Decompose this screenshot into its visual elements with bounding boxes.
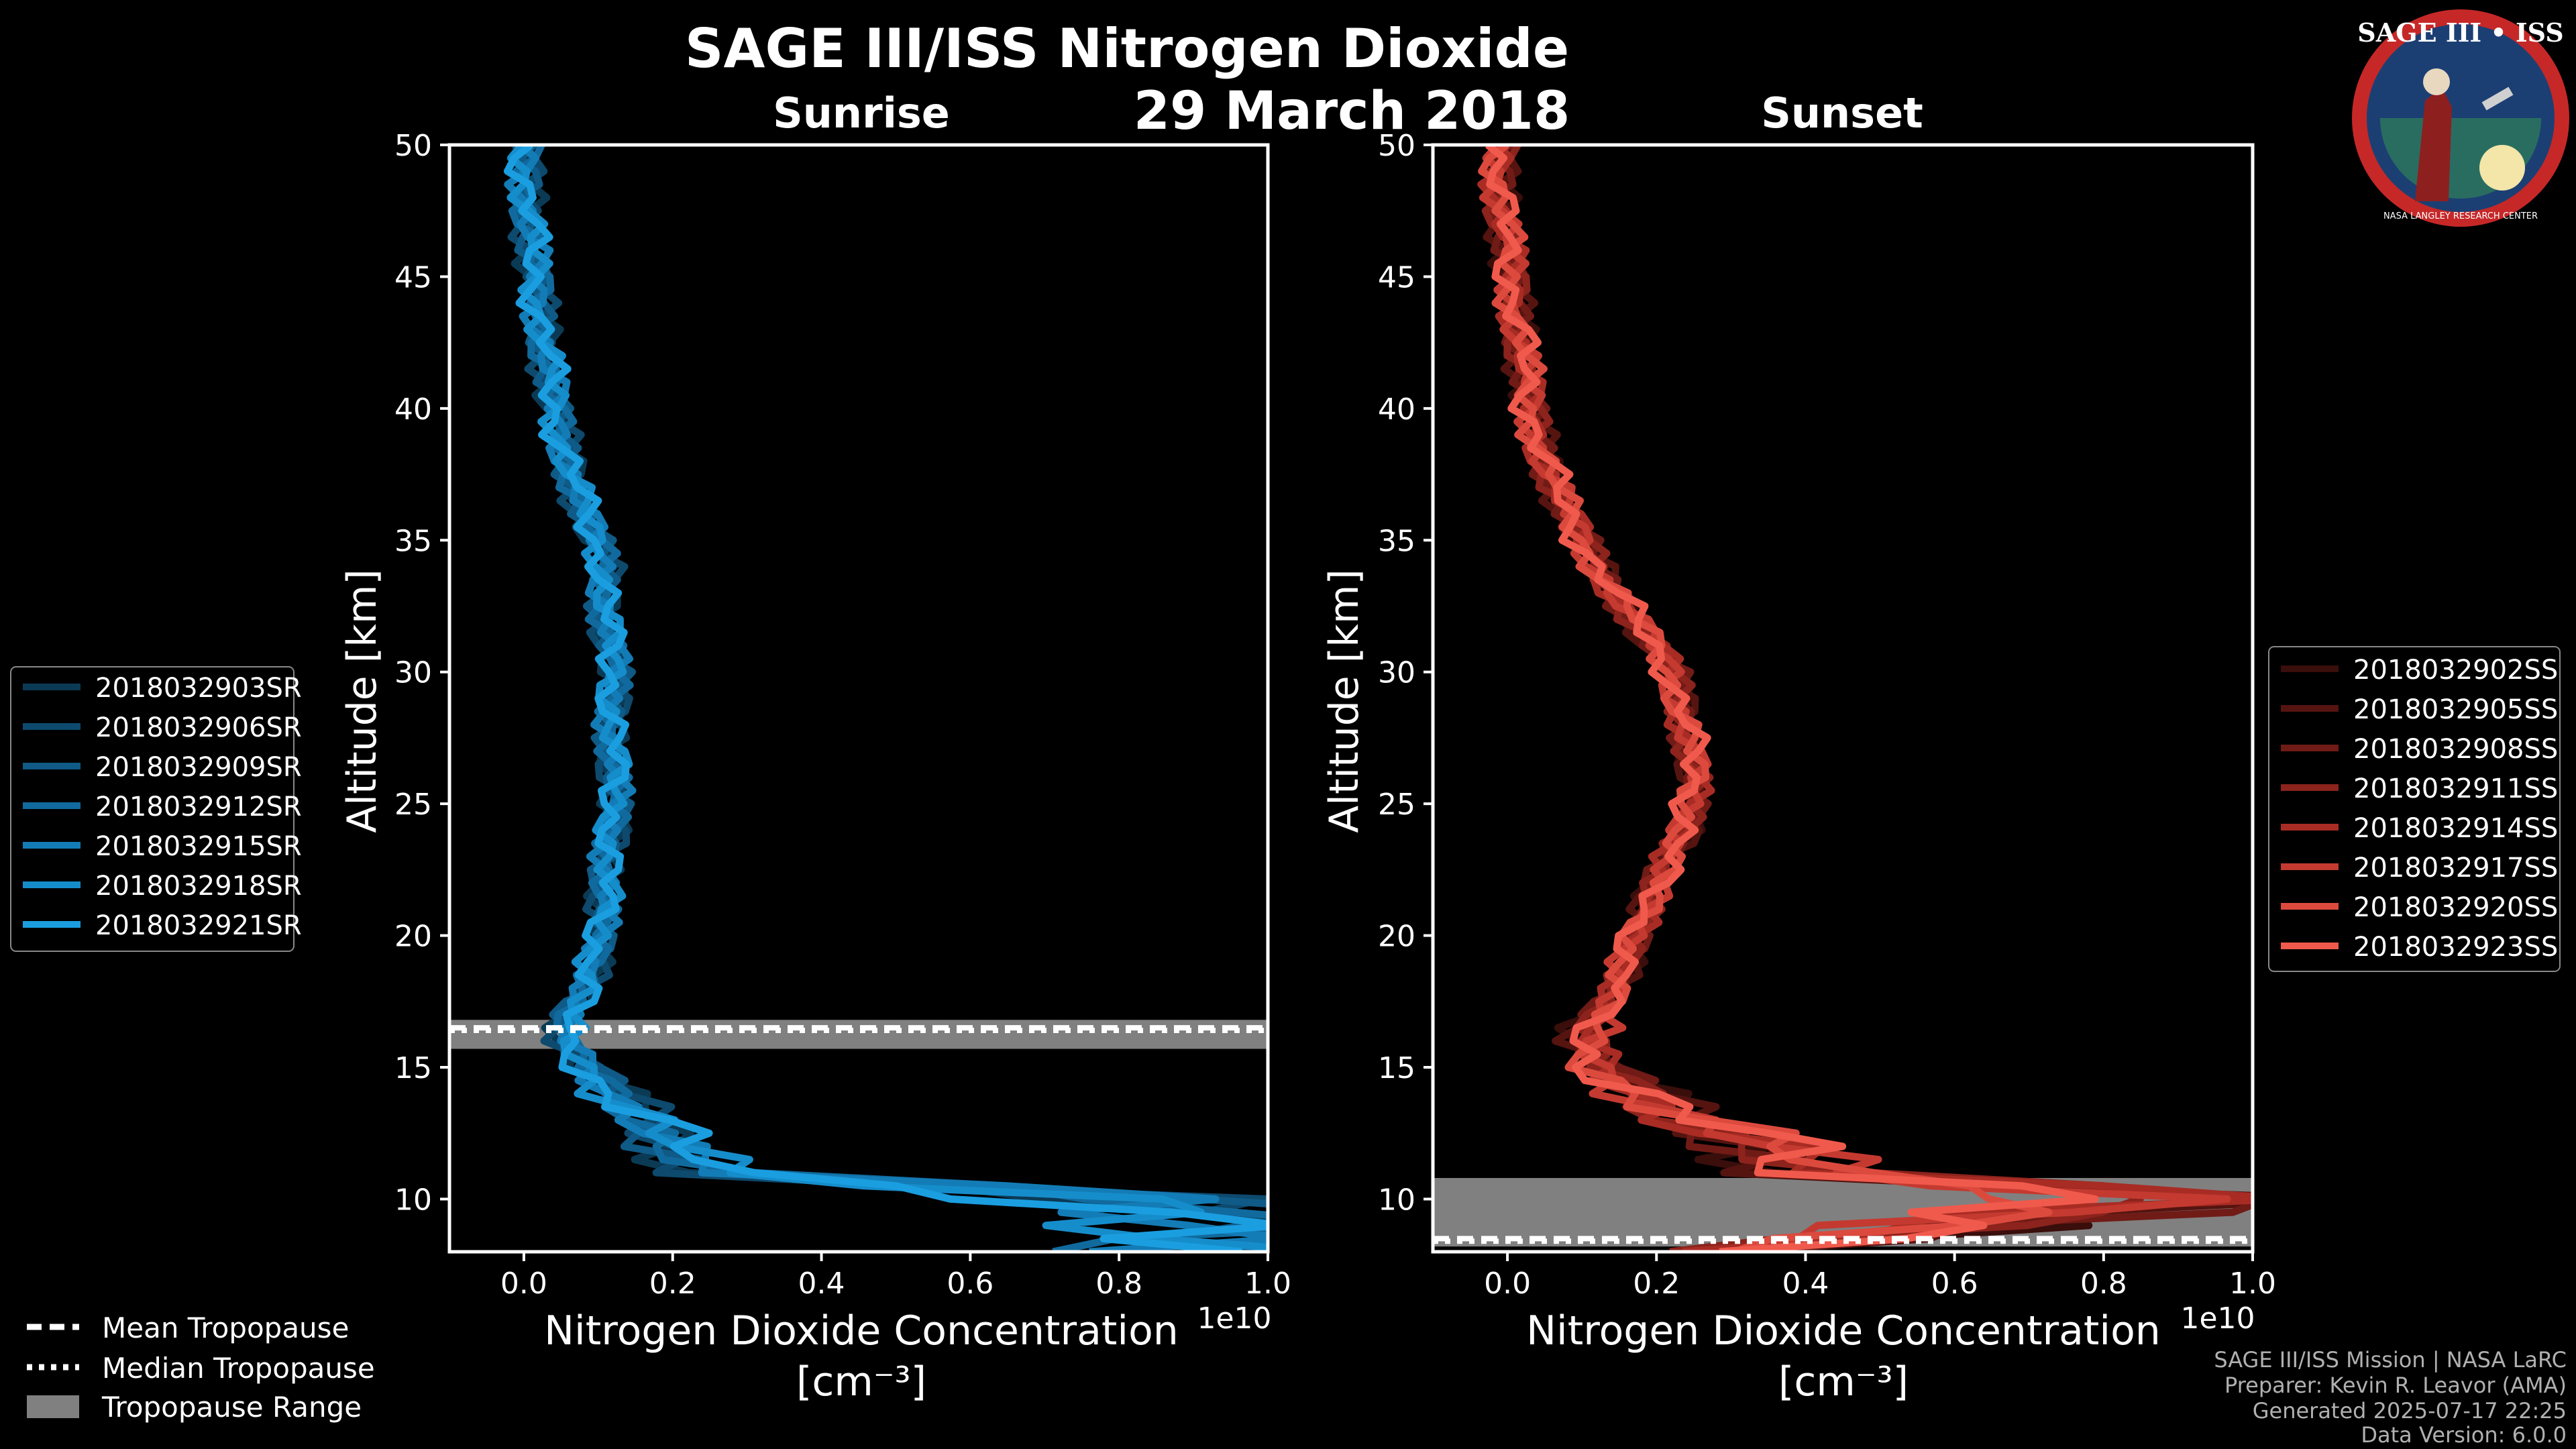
logo-figure-icon: [2415, 87, 2452, 201]
sunrise-legend-entries: 2018032903SR 2018032906SR 2018032909SR 2018…: [23, 673, 302, 941]
axes-frame: [447, 143, 1270, 1254]
logo-head-icon: [2423, 68, 2450, 95]
legend-label: 2018032914SS: [2353, 813, 2558, 844]
legend-label: 2018032911SS: [2353, 773, 2558, 804]
profile-line-2018032906SR: [507, 145, 1268, 1252]
x-tick-label: 0.2: [649, 1267, 696, 1301]
figure-title: SAGE III/ISS Nitrogen Dioxide: [685, 17, 1569, 80]
sunrise-legend: 2018032903SR 2018032906SR 2018032909SR 2018…: [10, 666, 302, 952]
y-tick-label: 10: [394, 1183, 432, 1217]
x-tick-label: 0.0: [1484, 1267, 1531, 1301]
legend-label: 2018032906SR: [95, 712, 302, 743]
axes-frame: [1431, 143, 2255, 1254]
y-tick-label: 25: [1378, 788, 1415, 822]
sunset-x-scale-label: 1e10: [2180, 1301, 2255, 1336]
footer-version: Data Version: 6.0.0: [2361, 1422, 2567, 1448]
mean-tropopause-label: Mean Tropopause: [102, 1311, 349, 1344]
sunset-panel: Sunset 10 15 20 25 30 35 40 45 50 0.0 0.2 0.4 0.6 0.8…: [1321, 89, 2276, 1405]
profile-line-2018032920SS: [1478, 145, 2053, 1252]
legend-label: 2018032917SS: [2353, 853, 2558, 883]
sunset-ylabel: Altitude [km]: [1321, 569, 1368, 833]
footer-credits: SAGE III/ISS Mission | NASA LaRC Prepare…: [2214, 1347, 2567, 1448]
y-tick-label: 10: [1378, 1183, 1415, 1217]
tropopause-legend: Mean Tropopause Median Tropopause Tropop…: [27, 1311, 375, 1424]
x-tick-label: 0.2: [1633, 1267, 1680, 1301]
sunrise-x-scale-label: 1e10: [1197, 1301, 1271, 1336]
x-tick-label: 0.6: [947, 1267, 994, 1301]
sunrise-plot-area: 10 15 20 25 30 35 40 45 50 0.0 0.2 0.4 0.6 0.8 1.0: [394, 129, 1291, 1301]
sunset-panel-title: Sunset: [1761, 89, 1923, 138]
sunset-legend-box: [2268, 646, 2561, 972]
sunset-legend: 2018032902SS 2018032905SS 2018032908SS 2018…: [2268, 646, 2561, 972]
x-tick-label: 0.4: [1782, 1267, 1829, 1301]
sunrise-legend-box: [10, 666, 294, 952]
y-tick-label: 30: [1378, 656, 1415, 690]
legend-label: 2018032903SR: [95, 673, 302, 704]
legend-label: 2018032920SS: [2353, 892, 2558, 923]
profile-line-2018032909SR: [513, 145, 1268, 1252]
sunset-xlabel: Nitrogen Dioxide Concentration: [1526, 1307, 2161, 1354]
legend-label: 2018032908SS: [2353, 734, 2558, 765]
y-tick-label: 25: [394, 788, 432, 822]
sunrise-ylabel: Altitude [km]: [339, 569, 386, 833]
legend-label: 2018032902SS: [2353, 655, 2558, 686]
y-tick-label: 35: [1378, 524, 1415, 558]
footer-mission: SAGE III/ISS Mission | NASA LaRC: [2214, 1347, 2567, 1373]
sunset-xlabel-unit: [cm⁻³]: [1778, 1358, 1909, 1405]
sunset-legend-entries: 2018032902SS 2018032905SS 2018032908SS 2018…: [2281, 655, 2558, 963]
sunrise-xlabel-unit: [cm⁻³]: [796, 1358, 926, 1405]
sunset-plot-area: 10 15 20 25 30 35 40 45 50 0.0 0.2 0.4 0.6 0.8 1.0: [1378, 129, 2276, 1301]
profile-line-2018032923SS: [1485, 145, 2099, 1252]
y-tick-label: 20: [394, 920, 432, 954]
legend-label: 2018032915SR: [95, 831, 302, 862]
y-tick-label: 50: [394, 129, 432, 163]
profile-line-2018032912SR: [508, 145, 1268, 1252]
y-tick-label: 40: [1378, 392, 1415, 427]
profile-line-2018032911SS: [1481, 145, 2144, 1252]
sunrise-xlabel: Nitrogen Dioxide Concentration: [544, 1307, 1179, 1354]
sunrise-panel: Sunrise 10 15 20 25 30 35 40 45 50 0.0 0.2 0.4 0.6 0.…: [339, 89, 1291, 1405]
legend-label: 2018032905SS: [2353, 694, 2558, 725]
x-tick-label: 1.0: [2229, 1267, 2276, 1301]
y-tick-label: 20: [1378, 920, 1415, 954]
sage-mission-logo: SAGE III • ISS NASA LANGLEY RESEARCH CEN…: [2352, 9, 2569, 227]
footer-generated: Generated 2025-07-17 22:25: [2253, 1398, 2567, 1424]
legend-label: 2018032912SR: [95, 792, 302, 822]
legend-label: 2018032918SR: [95, 871, 302, 902]
x-tick-label: 0.4: [798, 1267, 845, 1301]
y-tick-label: 35: [394, 524, 432, 558]
x-tick-label: 0.0: [500, 1267, 547, 1301]
x-tick-label: 0.8: [2080, 1267, 2127, 1301]
y-tick-label: 45: [394, 260, 432, 294]
tropopause-range-swatch: [27, 1395, 79, 1418]
profile-line-2018032921SR: [503, 145, 1268, 1252]
x-tick-label: 0.8: [1095, 1267, 1142, 1301]
y-tick-label: 15: [394, 1051, 432, 1085]
y-tick-label: 50: [1378, 129, 1415, 163]
logo-iss-icon: [2481, 87, 2514, 111]
footer-preparer: Preparer: Kevin R. Leavor (AMA): [2224, 1373, 2567, 1398]
profile-line-2018032902SS: [1487, 145, 2095, 1252]
legend-label: 2018032909SR: [95, 752, 302, 783]
legend-label: 2018032923SS: [2353, 932, 2558, 963]
sunrise-panel-title: Sunrise: [773, 89, 950, 138]
y-tick-label: 15: [1378, 1051, 1415, 1085]
x-tick-label: 0.6: [1931, 1267, 1978, 1301]
median-tropopause-label: Median Tropopause: [102, 1352, 375, 1385]
legend-label: 2018032921SR: [95, 910, 302, 941]
y-tick-label: 40: [394, 392, 432, 427]
figure-date: 29 March 2018: [1134, 81, 1570, 142]
logo-title: SAGE III • ISS: [2357, 17, 2563, 48]
y-tick-label: 45: [1378, 260, 1415, 294]
x-tick-label: 1.0: [1244, 1267, 1291, 1301]
y-tick-label: 30: [394, 656, 432, 690]
tropopause-range-label: Tropopause Range: [101, 1391, 362, 1424]
logo-sun-icon: [2479, 145, 2525, 191]
logo-ring-text: NASA LANGLEY RESEARCH CENTER: [2383, 211, 2538, 221]
